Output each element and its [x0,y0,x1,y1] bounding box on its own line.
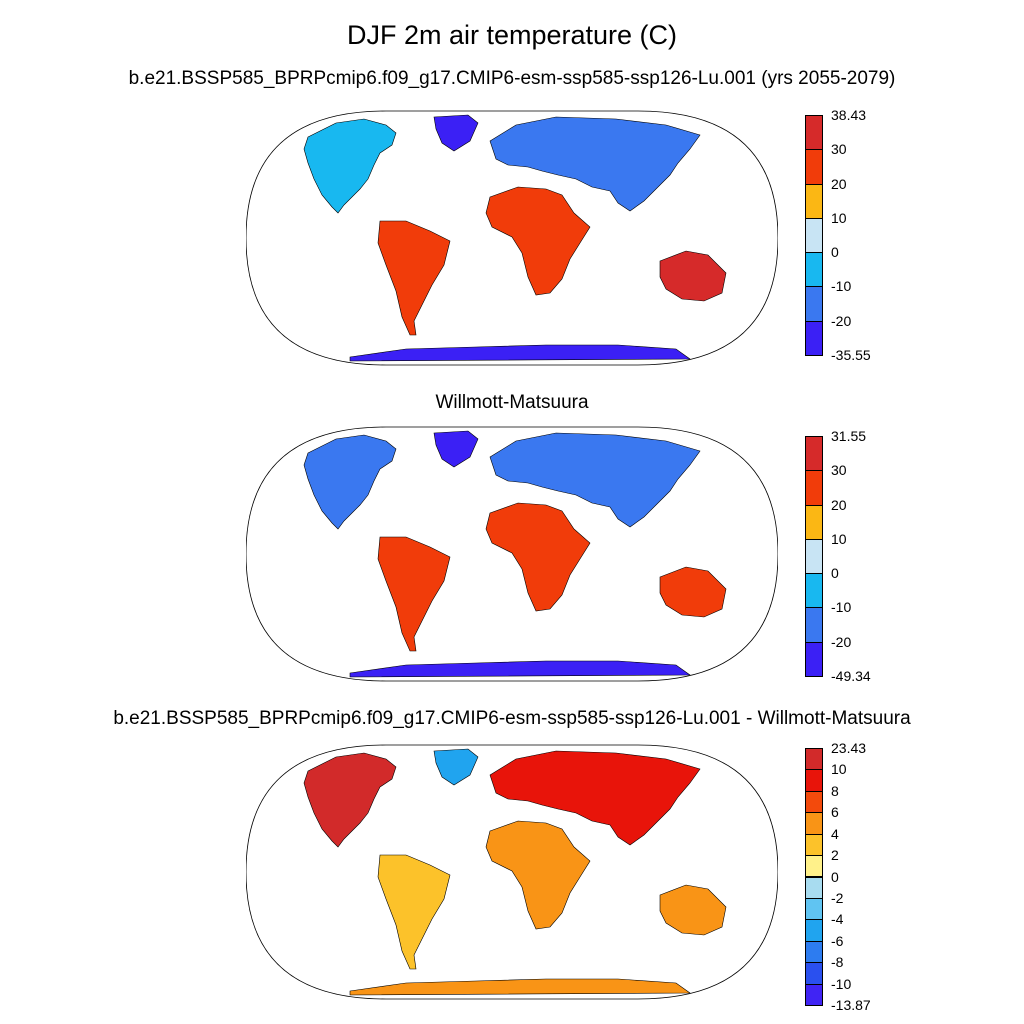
continent-eurasia [489,116,701,212]
panel-title-observation: Willmott-Matsuura [435,392,589,413]
colorbar-label: 8 [831,782,839,799]
colorbar-swatch [805,538,823,575]
colorbar-swatch [805,436,823,472]
colorbar-label: 10 [831,761,847,778]
colorbar-swatch [805,470,823,506]
colorbar-swatch [805,897,823,921]
colorbar-label: -10 [831,599,852,616]
colorbar-label: 20 [831,175,847,192]
colorbar-label: 30 [831,141,847,158]
colorbar-label: -6 [831,932,844,949]
colorbar-swatch [805,252,823,288]
colorbar-label: 4 [831,825,839,842]
colorbar-label: -10 [831,975,852,992]
continent-antarctica [349,978,691,996]
map-observation [246,426,778,682]
colorbar-label: -4 [831,911,844,928]
colorbar-swatch [805,504,823,540]
continent-eurasia [489,432,701,528]
continent-samerica [377,536,451,652]
continent-eurasia [489,750,701,846]
continent-namerica [303,752,397,848]
colorbar-swatch [805,217,823,254]
colorbar-label: -10 [831,278,852,295]
colorbar-swatch [805,790,823,814]
continent-samerica [377,854,451,970]
colorbar-swatch [805,983,823,1006]
colorbar-swatch [805,812,823,835]
colorbar-label: 38.43 [831,107,867,123]
colorbar-swatch [805,919,823,942]
continent-namerica [303,434,397,530]
colorbar-swatch [805,833,823,857]
colorbar-swatch [805,962,823,985]
colorbar-label: 6 [831,804,839,821]
continent-antarctica [349,344,691,362]
continent-africa [485,820,591,930]
continent-africa [485,502,591,612]
projection-frame [246,426,778,682]
colorbar-label: 0 [831,244,839,261]
continent-greenland [433,114,479,152]
panel-title-model: b.e21.BSSP585_BPRPcmip6.f09_g17.CMIP6-es… [128,68,896,89]
colorbar-label: -35.55 [831,347,871,363]
colorbar-label: 31.55 [831,428,867,444]
colorbar-label: 23.43 [831,740,867,756]
continent-australia [659,884,727,936]
colorbar-swatch [805,115,823,151]
colorbar-swatch [805,748,823,771]
figure-title: DJF 2m air temperature (C) [346,20,678,50]
colorbar-label: 20 [831,496,847,513]
colorbar-swatch [805,149,823,185]
colorbar-swatch [805,769,823,792]
colorbar-swatch [805,641,823,677]
projection-frame [246,110,778,366]
continent-greenland [433,748,479,786]
colorbar-label: -8 [831,954,844,971]
colorbar-label: 10 [831,530,847,547]
colorbar-label: 0 [831,868,839,885]
colorbar-label: -13.87 [831,997,871,1013]
colorbar-label: 10 [831,209,847,226]
continent-africa [485,186,591,296]
colorbar-label: -49.34 [831,668,871,684]
colorbar-label: -20 [831,312,852,329]
colorbar-swatch [805,286,823,322]
continent-antarctica [349,660,691,678]
colorbar-swatch [805,183,823,219]
continent-samerica [377,220,451,336]
colorbar-swatch [805,855,823,878]
colorbar-label: 2 [831,847,839,864]
map-model [246,110,778,366]
colorbar-label: 0 [831,565,839,582]
continent-australia [659,250,727,302]
colorbar-swatch [805,876,823,899]
colorbar-label: 30 [831,462,847,479]
colorbar-swatch [805,320,823,356]
continent-namerica [303,118,397,214]
colorbar-label: -2 [831,889,844,906]
projection-frame [246,744,778,1000]
map-difference [246,744,778,1000]
colorbar-swatch [805,940,823,964]
colorbar-swatch [805,607,823,643]
continent-australia [659,566,727,618]
continent-greenland [433,430,479,468]
panel-title-difference: b.e21.BSSP585_BPRPcmip6.f09_g17.CMIP6-es… [113,708,911,729]
colorbar-swatch [805,573,823,609]
colorbar-label: -20 [831,633,852,650]
